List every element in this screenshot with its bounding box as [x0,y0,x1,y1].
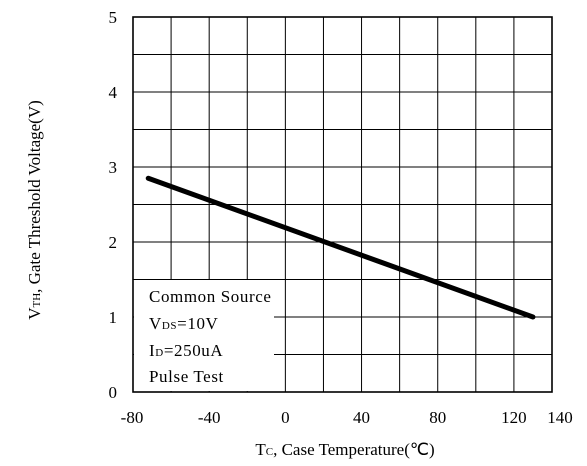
series-line [145,175,536,320]
x-tick-label: -80 [121,408,144,427]
y-tick-label: 0 [109,383,118,402]
x-tick-label: 0 [281,408,290,427]
x-tick-label: 80 [429,408,446,427]
annotation-line: Pulse Test [149,367,224,386]
annotation-box-background [134,280,274,391]
y-tick-label: 1 [109,308,118,327]
annotation: Common Source VDS=10V ID=250uA Pulse Tes… [149,287,272,386]
annotation-line: ID=250uA [149,341,223,360]
y-tick-label: 2 [109,233,118,252]
x-tick-label: 120 [501,408,527,427]
x-tick-labels: -80 -40 0 40 80 120 140 [121,408,573,427]
y-tick-labels: 0 1 2 3 4 5 [109,8,118,402]
series-layer [145,175,536,320]
x-tick-label: 140 [547,408,573,427]
grid [133,17,552,392]
y-tick-label: 3 [109,158,118,177]
x-axis-label: TC, Case Temperature(℃) [255,440,434,459]
x-tick-label: 40 [353,408,370,427]
y-tick-label: 4 [109,83,118,102]
y-tick-label: 5 [109,8,118,27]
y-axis-label: VTH, Gate Threshold Voltage(V) [25,100,44,320]
annotation-line: Common Source [149,287,272,306]
annotation-line: VDS=10V [149,314,219,333]
plot-frame [132,16,553,393]
x-tick-label: -40 [198,408,221,427]
